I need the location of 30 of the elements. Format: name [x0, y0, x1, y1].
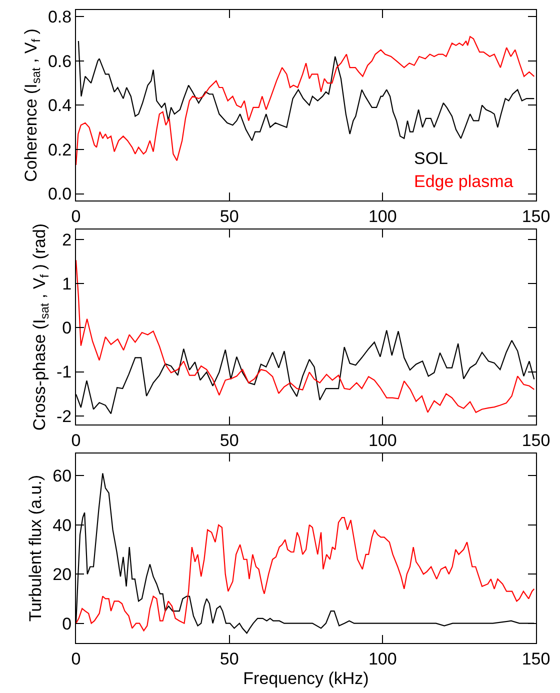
y-tick-label: -2	[56, 406, 72, 426]
text: Edge plasma	[414, 172, 514, 191]
x-tick-label: 100	[368, 649, 397, 668]
y-tick-label: 40	[52, 516, 72, 535]
x-tick-label: 50	[220, 649, 239, 668]
y-tick-label: 2	[62, 230, 72, 250]
series-label: SOL	[414, 149, 448, 168]
x-tick-label: 50	[220, 431, 239, 450]
y-tick-label: -1	[56, 362, 72, 382]
line-series	[76, 36, 535, 166]
y-tick-label: 0.8	[48, 8, 72, 27]
y-tick-label: 0.4	[48, 96, 72, 116]
y-tick-label: 0.2	[48, 140, 72, 160]
y-tick-label: 20	[52, 565, 72, 584]
x-tick-label: 100	[368, 431, 397, 450]
y-tick-label: 60	[52, 466, 72, 486]
x-tick-label: 100	[368, 206, 397, 226]
x-tick-label: 150	[522, 431, 550, 450]
y-axis-title: Turbulent flux (a.u.)	[26, 474, 46, 622]
x-axis-title: Frequency (kHz)	[243, 668, 369, 688]
y-tick-label: 0	[62, 318, 72, 338]
x-tick-label: 150	[522, 649, 550, 668]
y-tick-label: 1	[62, 274, 72, 294]
x-tick-label: 150	[522, 206, 550, 226]
line-series	[78, 40, 535, 142]
y-tick-label: 0.0	[48, 184, 72, 204]
y-tick-label: 0	[62, 614, 72, 634]
y-tick-label: 0.6	[48, 52, 72, 71]
line-series	[76, 260, 535, 413]
x-tick-label: 50	[220, 206, 239, 226]
